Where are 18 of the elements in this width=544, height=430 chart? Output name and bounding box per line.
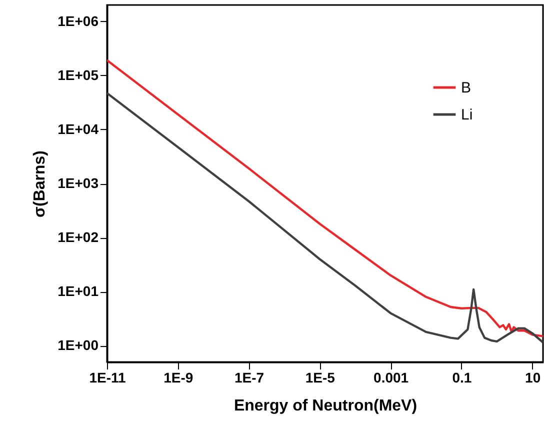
x-tick-label: 1E-9 [164, 370, 194, 386]
x-tick-label: 1E-5 [305, 370, 336, 386]
x-axis-title: Energy of Neutron(MeV) [234, 398, 418, 414]
x-tick-label: 10 [525, 370, 541, 386]
x-tick-label: 0.1 [452, 370, 472, 386]
y-tick-label: 1E+02 [58, 229, 99, 246]
y-tick-label: 1E+03 [58, 175, 99, 191]
x-tick-label: 1E-11 [89, 370, 126, 386]
x-tick-label: 0.001 [374, 370, 409, 386]
y-tick-label: 1E+06 [58, 12, 99, 29]
y-tick-label: 1E+01 [58, 283, 99, 300]
legend-label: Li [461, 106, 473, 124]
y-tick-label: 1E+00 [58, 337, 99, 354]
x-tick-label: 1E-7 [234, 370, 264, 386]
y-axis-title: σ(Barns) [32, 150, 49, 218]
legend-label: B [461, 80, 472, 96]
y-tick-label: 1E+04 [58, 120, 99, 137]
y-tick-label: 1E+05 [58, 66, 99, 83]
